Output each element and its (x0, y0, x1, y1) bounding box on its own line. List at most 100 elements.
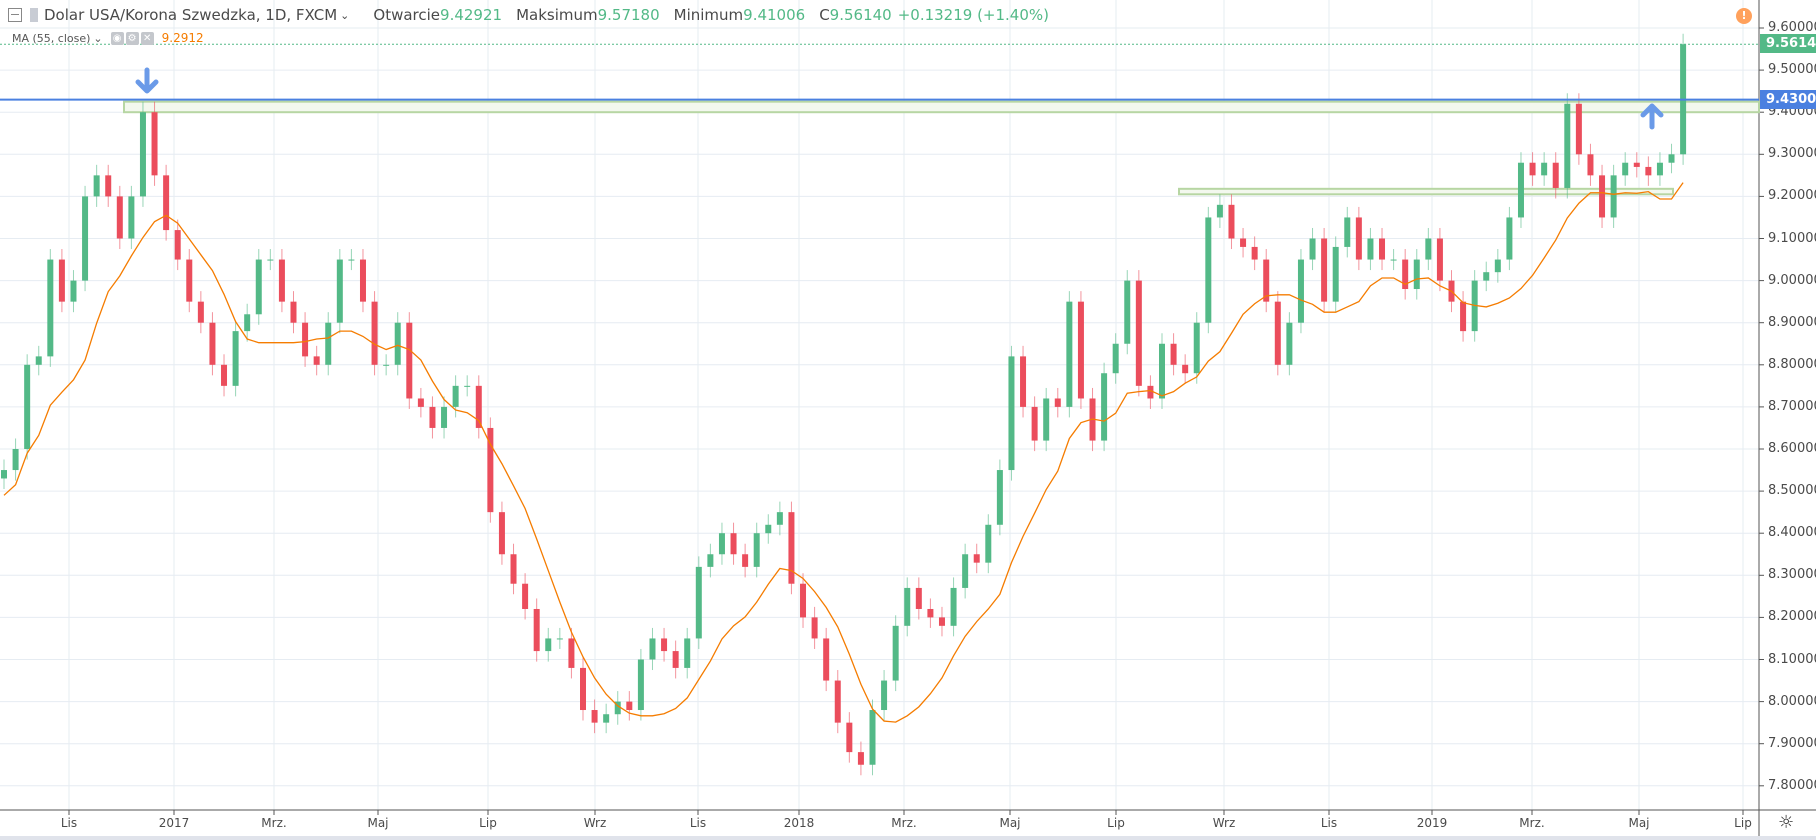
high-label: Maksimum (516, 6, 598, 24)
candle (533, 608, 540, 652)
candle (1483, 272, 1490, 281)
candle (1066, 301, 1073, 407)
collapse-icon[interactable] (8, 8, 22, 22)
y-tick-label: 8.10000 (1768, 651, 1816, 667)
candle (626, 701, 633, 711)
candle (591, 710, 598, 723)
settings-gear-icon[interactable]: ☼ (1778, 812, 1795, 833)
candle (1309, 238, 1316, 260)
candle (649, 638, 656, 660)
candle (58, 259, 65, 302)
candle (290, 301, 297, 323)
candle (1054, 398, 1061, 407)
candle (1633, 162, 1640, 167)
candle (1402, 259, 1409, 290)
candle (892, 625, 899, 681)
indicator-label[interactable]: MA (55, close) (12, 31, 91, 45)
flag-icon (30, 8, 38, 22)
x-tick-label: Mrz. (261, 816, 287, 830)
candle (1355, 217, 1362, 260)
candle (510, 554, 517, 584)
candle (394, 322, 401, 365)
y-tick-label: 9.50000 (1768, 62, 1816, 78)
candle (718, 533, 725, 555)
y-tick-label: 9.10000 (1768, 230, 1816, 246)
eye-icon[interactable]: ◉ (110, 31, 124, 45)
candle (684, 638, 691, 668)
change-value: +0.13219 (+1.40%) (897, 6, 1049, 24)
candle (1228, 204, 1235, 239)
candle (487, 427, 494, 513)
high-value: 9.57180 (597, 6, 660, 24)
y-tick-label: 9.00000 (1768, 272, 1816, 288)
candle (1101, 373, 1108, 441)
moving-average-line (3, 182, 1684, 723)
candle (1043, 398, 1050, 441)
candle (1413, 259, 1420, 290)
candle (1286, 322, 1293, 365)
x-tick-label: Maj (999, 816, 1021, 830)
candle (1622, 162, 1629, 176)
candle (788, 512, 795, 584)
candle (1379, 238, 1386, 260)
gear-icon[interactable]: ⚙ (125, 31, 139, 45)
candle (857, 752, 864, 765)
candle (1552, 162, 1559, 188)
candle (985, 524, 992, 563)
candle (1205, 217, 1212, 323)
y-tick-label: 8.50000 (1768, 483, 1816, 499)
open-label: Otwarcie (373, 6, 441, 24)
candle (938, 617, 945, 626)
candle (1587, 154, 1594, 176)
candle (406, 322, 413, 399)
candle (811, 617, 818, 639)
close-label: C (819, 6, 830, 24)
candle (359, 259, 366, 302)
candle (1135, 280, 1142, 386)
candle (545, 638, 552, 652)
candle (637, 659, 644, 711)
close-icon[interactable]: ✕ (140, 31, 154, 45)
candle (348, 259, 355, 261)
x-tick-label: Mrz. (1519, 816, 1545, 830)
support-zone (123, 100, 1760, 114)
candle (1077, 301, 1084, 399)
chevron-down-icon[interactable]: ⌄ (340, 8, 350, 22)
y-tick-label: 9.20000 (1768, 188, 1816, 204)
candle (695, 566, 702, 639)
candle (151, 112, 158, 176)
last-price-tag: 9.56140 (1760, 34, 1816, 54)
candle (1031, 406, 1038, 441)
candle (1, 470, 7, 479)
candle (800, 583, 807, 618)
candle (336, 259, 343, 323)
x-tick-label: Lip (1734, 816, 1752, 830)
candle (1193, 322, 1200, 374)
candle (1274, 301, 1281, 365)
x-tick-label: Lis (689, 816, 707, 830)
candle (464, 385, 471, 387)
candle (1529, 162, 1536, 176)
candle (429, 406, 436, 428)
level-price-tag: 9.43000 (1760, 89, 1816, 109)
candle (1517, 162, 1524, 218)
symbol-title[interactable]: Dolar USA/Korona Szwedzka, 1D, FXCM (44, 6, 338, 24)
candle (47, 259, 54, 357)
warning-icon[interactable]: ! (1736, 8, 1752, 24)
candle (1170, 343, 1177, 365)
candle (1541, 162, 1548, 176)
x-tick-label: Lip (1107, 816, 1125, 830)
candle (881, 680, 888, 711)
x-tick-label: 2018 (783, 816, 815, 830)
chevron-down-icon[interactable]: ⌄ (93, 31, 103, 45)
y-tick-label: 8.60000 (1768, 441, 1816, 456)
x-tick-label: Wrz (1212, 816, 1236, 830)
indicator-legend: MA (55, close) ⌄ ◉ ⚙ ✕ 9.2912 (12, 30, 204, 46)
open-value: 9.42921 (440, 6, 503, 24)
candle (753, 533, 760, 567)
candle (846, 722, 853, 753)
arrow-down-icon (135, 67, 159, 94)
candle (93, 175, 100, 197)
candle (661, 638, 668, 652)
